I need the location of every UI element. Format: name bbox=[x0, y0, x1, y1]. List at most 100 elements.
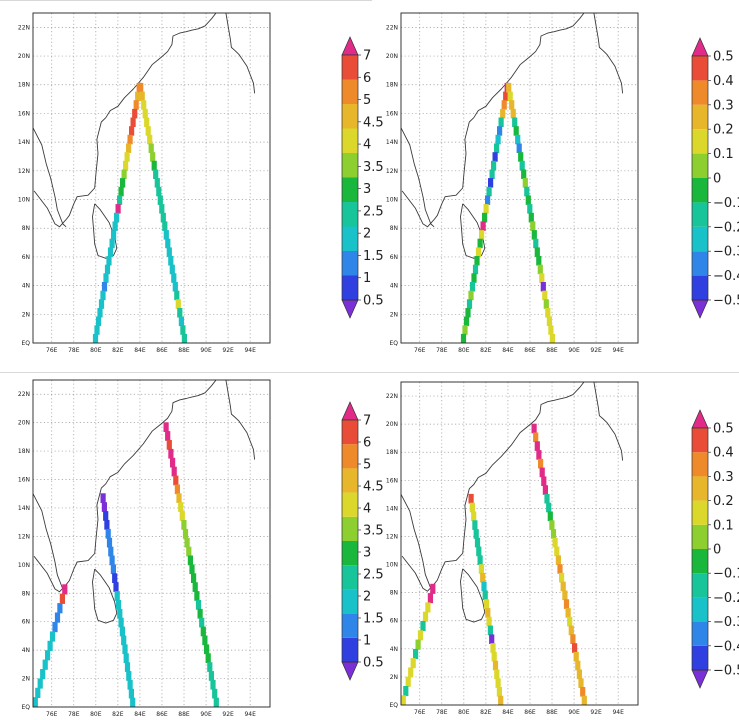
colorbar-label: −0.3 bbox=[713, 245, 739, 260]
gridlines bbox=[33, 380, 270, 708]
track-cell bbox=[555, 555, 561, 565]
y-tick-label: 20N bbox=[18, 53, 30, 60]
colorbar-swatch bbox=[692, 524, 708, 549]
colorbar-swatch bbox=[342, 153, 358, 178]
track-cell bbox=[189, 564, 195, 575]
track-cell bbox=[507, 91, 513, 102]
track-cell bbox=[119, 626, 125, 637]
colorbar-swatch bbox=[692, 226, 708, 252]
y-tick-label: 12N bbox=[386, 168, 398, 175]
y-tick-label: 8N bbox=[390, 225, 398, 232]
colorbar-label: 0.4 bbox=[713, 446, 734, 461]
track-cell bbox=[156, 186, 162, 197]
colorbar-swatch bbox=[692, 452, 708, 477]
track-cell bbox=[128, 688, 134, 699]
x-tick-label: 76E bbox=[46, 347, 58, 354]
sri-lanka-coast bbox=[92, 568, 118, 624]
colorbar-label: 2 bbox=[363, 227, 371, 242]
track-cell bbox=[121, 169, 127, 179]
track-cell bbox=[213, 697, 219, 707]
track-cell bbox=[112, 221, 118, 231]
track-cell bbox=[154, 178, 160, 188]
track-cell bbox=[488, 178, 494, 188]
track-cell bbox=[410, 658, 416, 669]
track-cell bbox=[581, 695, 587, 705]
colorbar-label: 4.5 bbox=[363, 480, 384, 495]
colorbar-label: 0.5 bbox=[713, 50, 734, 65]
mainland-coast bbox=[593, 382, 624, 461]
x-tick-label: 76E bbox=[414, 347, 426, 354]
y-tick-label: 6N bbox=[390, 618, 398, 625]
track-cell bbox=[186, 546, 192, 557]
track-cell bbox=[207, 662, 213, 672]
track-cell bbox=[165, 431, 171, 441]
y-tick-label: 22N bbox=[18, 391, 30, 398]
colorbar-swatch bbox=[342, 275, 358, 300]
track-cell bbox=[57, 603, 63, 614]
track-cell bbox=[503, 91, 509, 102]
track-cell bbox=[112, 573, 118, 583]
colorbar-swatch bbox=[342, 177, 358, 202]
track-cell bbox=[547, 511, 553, 522]
track-cell bbox=[182, 528, 189, 539]
colorbar-swatch bbox=[342, 492, 358, 517]
track-cell bbox=[118, 186, 124, 197]
track-cell bbox=[557, 564, 563, 574]
track-cell bbox=[545, 308, 551, 318]
track-cell bbox=[542, 290, 548, 301]
track-cell bbox=[37, 678, 43, 689]
panel-top-left: 76E 78E 80E 82E 84E 86E 88E 90E 92E 94E EQ 2N 4N 6N 8N… bbox=[0, 0, 384, 362]
x-tick-label: 90E bbox=[568, 709, 580, 716]
track-cell bbox=[495, 134, 501, 145]
x-tick-label: 82E bbox=[112, 711, 124, 718]
x-tick-label: 92E bbox=[222, 711, 234, 718]
tracks bbox=[92, 82, 187, 343]
colorbar-label: 7 bbox=[363, 414, 371, 429]
track-cell bbox=[550, 529, 557, 539]
track-cell bbox=[536, 450, 542, 460]
y-tick-label: 8N bbox=[390, 590, 398, 597]
track-cell bbox=[500, 108, 506, 119]
colorbar-label: 4 bbox=[363, 138, 371, 153]
track-cell bbox=[145, 126, 151, 136]
colorbar-swatch bbox=[692, 129, 708, 154]
track-cell bbox=[479, 230, 485, 240]
x-tick-label: 88E bbox=[546, 709, 558, 716]
x-tick-label: 94E bbox=[244, 711, 256, 718]
track-cell bbox=[477, 238, 483, 249]
track-cell bbox=[106, 537, 113, 548]
track-cell bbox=[124, 662, 131, 672]
track-cell bbox=[485, 195, 491, 205]
track-cell bbox=[570, 634, 576, 644]
y-tick-label: 10N bbox=[18, 197, 30, 204]
track-cell bbox=[120, 178, 126, 188]
x-tick-label: 88E bbox=[178, 711, 190, 718]
colorbar-label: 3.5 bbox=[363, 160, 384, 175]
track-cell bbox=[141, 100, 147, 110]
colorbar-swatch bbox=[342, 444, 358, 469]
x-tick-label: 94E bbox=[612, 347, 624, 354]
track-cell bbox=[491, 160, 497, 171]
track-cell bbox=[427, 593, 433, 604]
track-cell bbox=[124, 152, 130, 162]
mainland-coast bbox=[401, 494, 435, 592]
map-top-left: 76E 78E 80E 82E 84E 86E 88E 90E 92E 94E EQ 2N 4N 6N 8N… bbox=[18, 12, 384, 354]
coastline bbox=[401, 382, 624, 623]
colorbar-label: 2 bbox=[363, 590, 371, 605]
colorbar-swatch bbox=[692, 202, 708, 227]
track-cell bbox=[482, 590, 488, 601]
track-cell bbox=[110, 564, 116, 575]
track-cell bbox=[47, 640, 53, 651]
y-tick-label: 8N bbox=[22, 590, 30, 597]
track-cell bbox=[114, 212, 120, 223]
track-cell bbox=[492, 152, 498, 162]
gridlines bbox=[401, 382, 638, 706]
y-tick-label: 2N bbox=[390, 311, 398, 318]
track-cell bbox=[463, 316, 470, 327]
track-cell bbox=[478, 564, 484, 574]
colorbar-label: 0.4 bbox=[713, 74, 734, 89]
track-cell bbox=[573, 651, 579, 662]
track-cell bbox=[576, 669, 582, 680]
gridlines bbox=[33, 13, 270, 344]
colorbar-swatch bbox=[342, 202, 358, 227]
